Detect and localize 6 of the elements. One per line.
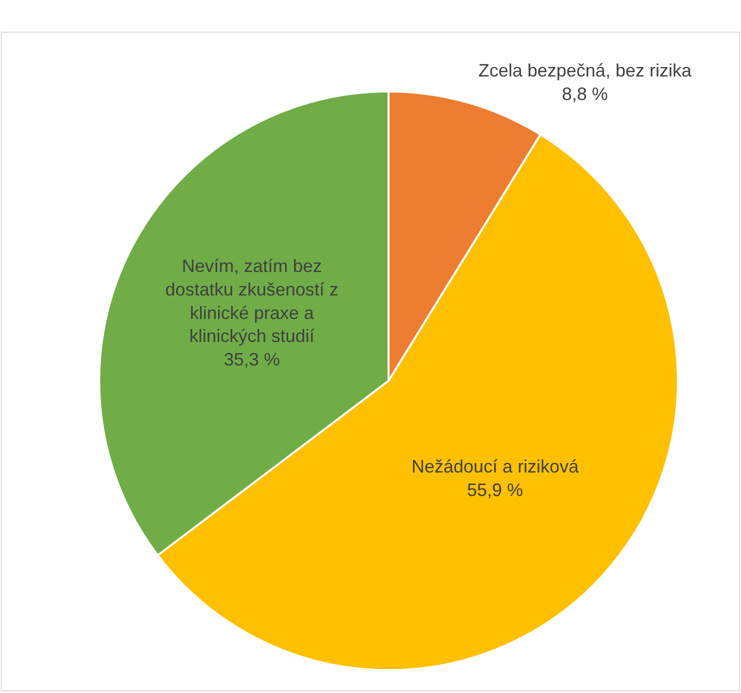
data-label: 55,9 % <box>467 480 524 500</box>
data-label: 8,8 % <box>562 84 608 104</box>
slice-label: Nežádoucí a riziková <box>411 456 580 476</box>
data-label: 35,3 % <box>224 350 280 370</box>
slice-label: Nevím, zatím bez dostatku zkušeností z klinické praxe a klinických studií <box>165 256 338 346</box>
slice-label: Zcela bezpečná, bez rizika <box>478 60 692 81</box>
